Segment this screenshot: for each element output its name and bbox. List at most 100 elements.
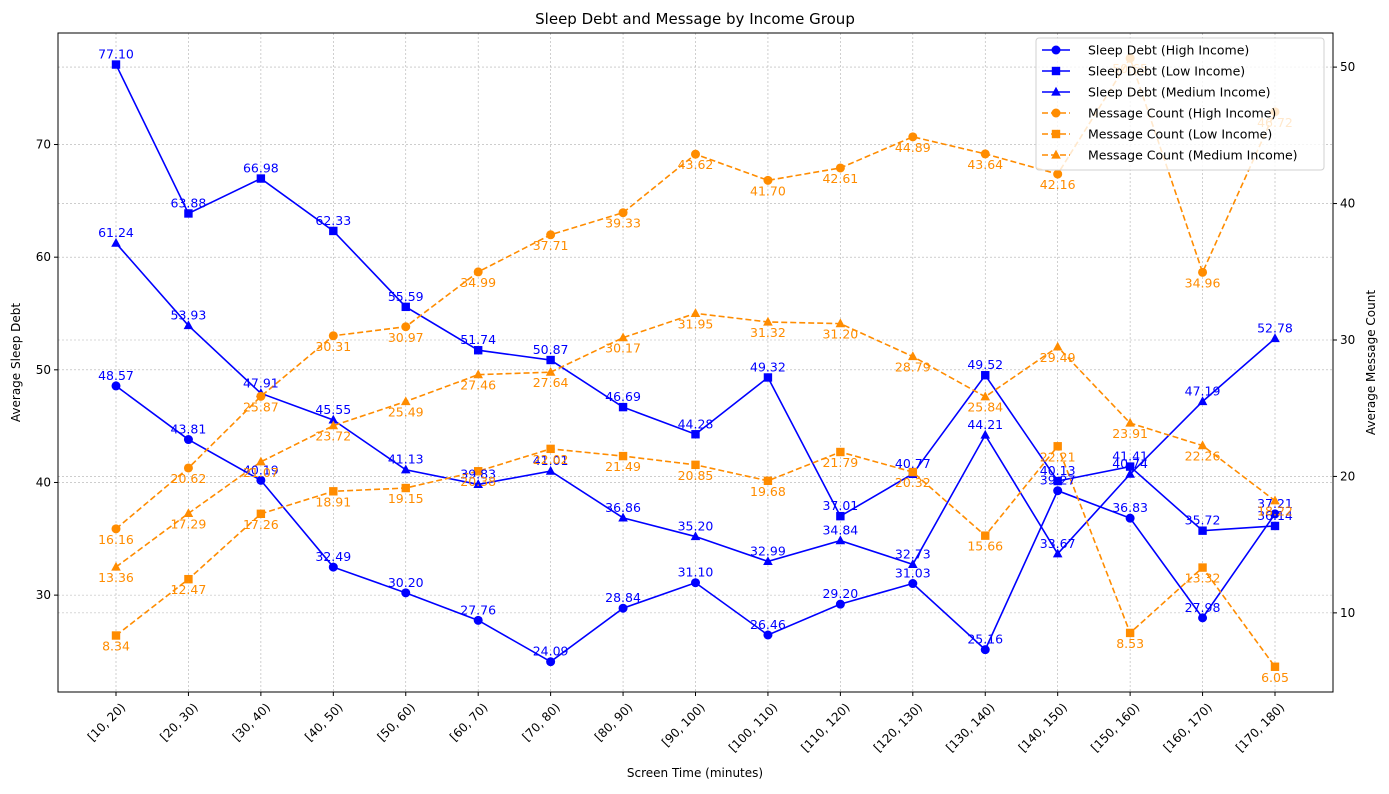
data-label: 37.01	[822, 498, 858, 513]
data-label: 43.64	[967, 157, 1003, 172]
data-label: 30.17	[605, 341, 641, 356]
data-point	[980, 645, 990, 655]
data-label: 37.71	[533, 238, 569, 253]
data-point	[1052, 341, 1063, 351]
data-point	[835, 599, 845, 609]
data-point	[763, 316, 773, 326]
data-label: 49.52	[967, 357, 1003, 372]
data-point	[763, 175, 773, 185]
data-label: 12.47	[171, 582, 207, 597]
x-tick-label: [90, 100)	[659, 700, 708, 749]
data-label: 23.72	[315, 429, 351, 444]
data-point	[1053, 476, 1062, 486]
series-sleep-triangle	[111, 238, 1280, 568]
data-label: 66.98	[243, 161, 279, 176]
data-point	[763, 476, 773, 485]
data-point	[473, 369, 483, 379]
data-label: 30.97	[388, 330, 424, 345]
data-label: 41.41	[1112, 449, 1148, 464]
data-label: 48.57	[98, 368, 134, 383]
x-tick-label: [20, 30)	[157, 700, 201, 744]
data-point	[1197, 440, 1208, 450]
data-label: 27.46	[460, 378, 496, 393]
data-label: 43.62	[678, 157, 714, 172]
y-axis-label: Average Sleep Debt	[9, 303, 23, 422]
data-point	[763, 373, 773, 382]
data-label: 53.93	[171, 308, 207, 323]
data-label: 31.20	[822, 327, 858, 342]
data-point	[1270, 333, 1280, 343]
legend: Sleep Debt (High Income) Sleep Debt (Low …	[1035, 37, 1325, 171]
y-right-tick-label: 40	[1340, 197, 1355, 211]
data-label: 19.15	[388, 491, 424, 506]
chart-title: Sleep Debt and Message by Income Group	[535, 10, 855, 28]
data-label: 39.83	[460, 466, 496, 481]
legend-entry: Message Count (Low Income)	[1042, 127, 1272, 142]
data-point	[473, 267, 483, 277]
data-point	[328, 331, 338, 341]
data-point	[980, 391, 991, 401]
data-label: 32.73	[895, 546, 931, 561]
y-right-tick-label: 20	[1340, 469, 1355, 483]
data-label: 30.31	[315, 339, 351, 354]
data-point	[690, 308, 701, 317]
legend-label: Message Count (Low Income)	[1088, 127, 1272, 142]
data-label: 20.85	[678, 468, 714, 483]
legend-entry: Message Count (Medium Income)	[1042, 148, 1298, 163]
data-label: 8.53	[1116, 636, 1144, 651]
data-point	[329, 487, 338, 496]
data-point	[545, 366, 556, 376]
data-label: 24.09	[533, 644, 569, 659]
x-tick-label: [160, 170)	[1161, 700, 1215, 754]
y-tick-label: 70	[36, 138, 51, 152]
data-label: 36.83	[1112, 500, 1148, 515]
data-label: 21.07	[243, 465, 279, 480]
data-label: 47.19	[1185, 383, 1221, 398]
data-label: 44.21	[967, 417, 1003, 432]
data-label: 31.03	[895, 566, 931, 581]
data-point	[691, 149, 700, 159]
data-point	[256, 391, 266, 401]
data-point	[328, 414, 339, 424]
data-point	[111, 524, 121, 534]
data-point	[908, 467, 918, 477]
x-tick-label: [70, 80)	[519, 700, 563, 744]
data-point	[546, 444, 555, 454]
series-message-square	[111, 442, 1280, 671]
data-point	[473, 346, 483, 355]
data-label: 17.26	[243, 517, 279, 532]
data-label: 63.88	[171, 195, 207, 210]
data-label: 30.20	[388, 575, 424, 590]
data-label: 41.01	[533, 453, 569, 468]
data-point	[908, 579, 918, 589]
data-point	[256, 509, 266, 519]
x-tick-label: [110, 120)	[798, 700, 852, 754]
data-point	[1125, 417, 1135, 427]
data-point	[184, 574, 193, 584]
data-point	[1125, 628, 1135, 638]
data-label: 40.13	[1040, 463, 1076, 478]
data-label: 32.49	[315, 549, 351, 564]
data-point	[1270, 662, 1280, 671]
data-point	[546, 355, 555, 365]
data-label: 49.32	[750, 359, 786, 374]
data-label: 37.21	[1257, 496, 1293, 511]
data-point	[835, 163, 845, 173]
data-point	[1051, 86, 1061, 96]
data-point	[329, 226, 338, 236]
x-tick-label: [60, 70)	[447, 700, 491, 744]
data-point	[111, 631, 121, 640]
data-point	[328, 420, 339, 430]
data-label: 20.38	[460, 474, 496, 489]
data-point	[111, 381, 121, 391]
data-label: 40.77	[895, 456, 931, 471]
plot-frame	[57, 32, 1334, 693]
data-point	[401, 322, 411, 332]
data-point	[546, 230, 556, 240]
x-axis-label: Screen Time (minutes)	[627, 766, 763, 780]
data-point	[981, 371, 990, 380]
data-point	[763, 556, 773, 566]
x-tick-label: [30, 40)	[230, 700, 274, 744]
data-label: 55.59	[388, 289, 424, 304]
data-point	[400, 396, 411, 406]
